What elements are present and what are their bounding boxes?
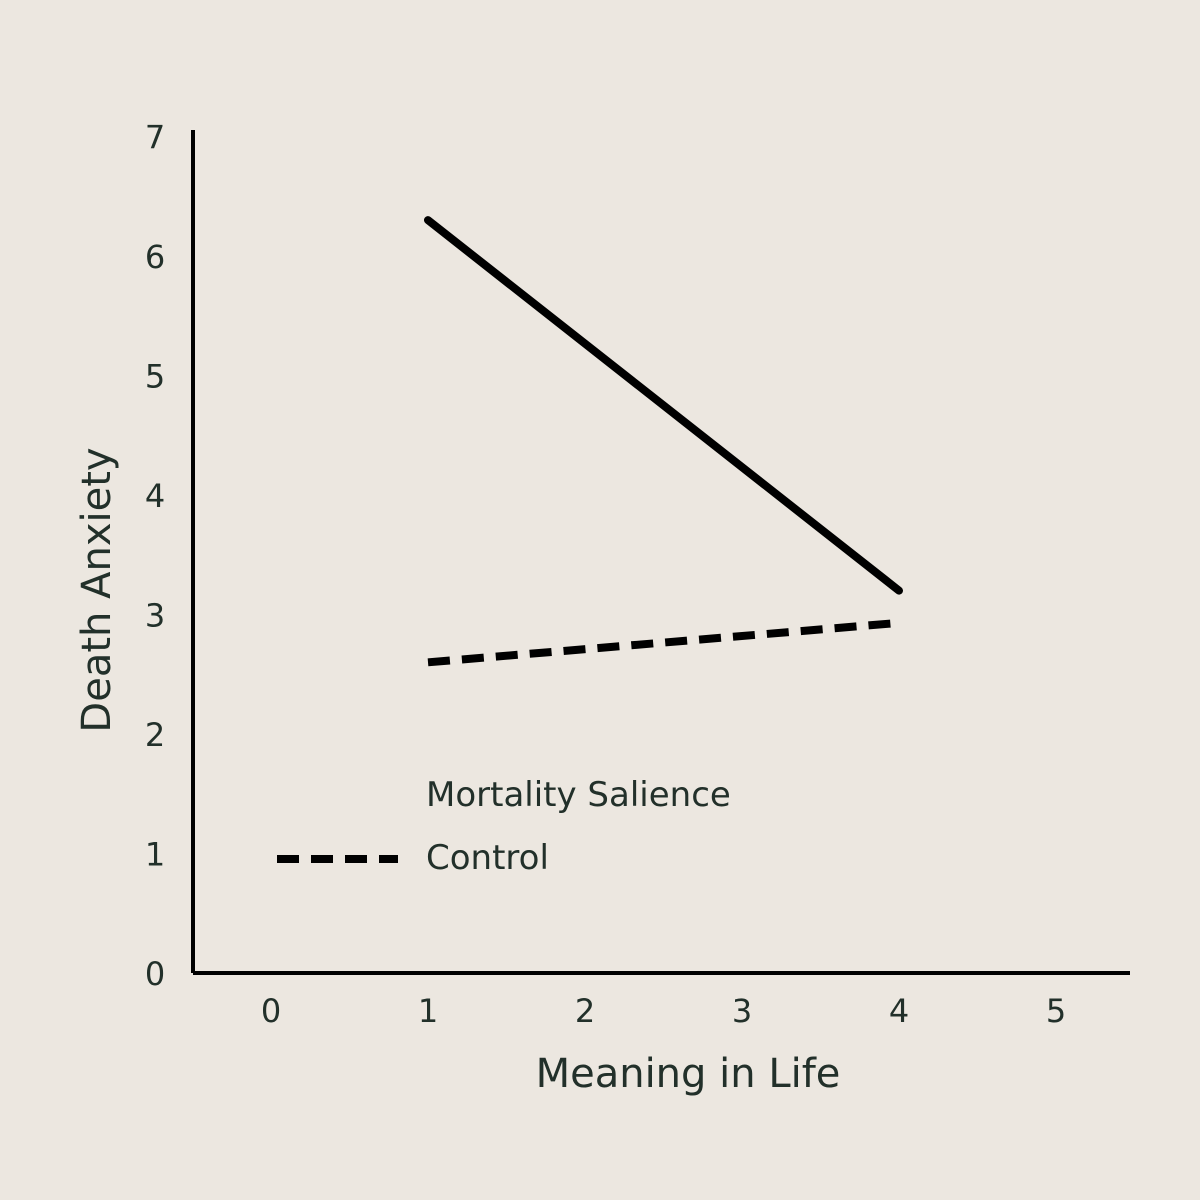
x-tick-labels: 0 1 2 3 4 5 [261, 992, 1066, 1030]
y-tick-label: 4 [145, 477, 165, 515]
x-tick-label: 2 [575, 992, 595, 1030]
x-tick-label: 4 [889, 992, 909, 1030]
x-tick-label: 1 [418, 992, 438, 1030]
legend-label-control: Control [426, 838, 549, 878]
y-tick-labels: 0 1 2 3 4 5 6 7 [145, 119, 165, 994]
series-line-control [427, 618, 900, 667]
y-axis-title: Death Anxiety [74, 447, 120, 732]
y-tick-label: 0 [145, 955, 165, 993]
y-tick-label: 5 [145, 358, 165, 396]
y-tick-label: 1 [145, 836, 165, 874]
x-tick-label: 0 [261, 992, 281, 1030]
x-axis-title: Meaning in Life [536, 1051, 841, 1097]
series-lines [424, 216, 903, 667]
x-tick-label: 5 [1046, 992, 1066, 1030]
x-tick-label: 3 [732, 992, 752, 1030]
y-tick-label: 2 [145, 716, 165, 754]
y-tick-label: 3 [145, 597, 165, 635]
y-tick-label: 7 [145, 119, 165, 157]
y-tick-label: 6 [145, 238, 165, 276]
series-line-mortality-salience [424, 216, 903, 595]
legend: Mortality Salience Control [277, 775, 731, 878]
legend-label-mortality-salience: Mortality Salience [426, 775, 731, 815]
